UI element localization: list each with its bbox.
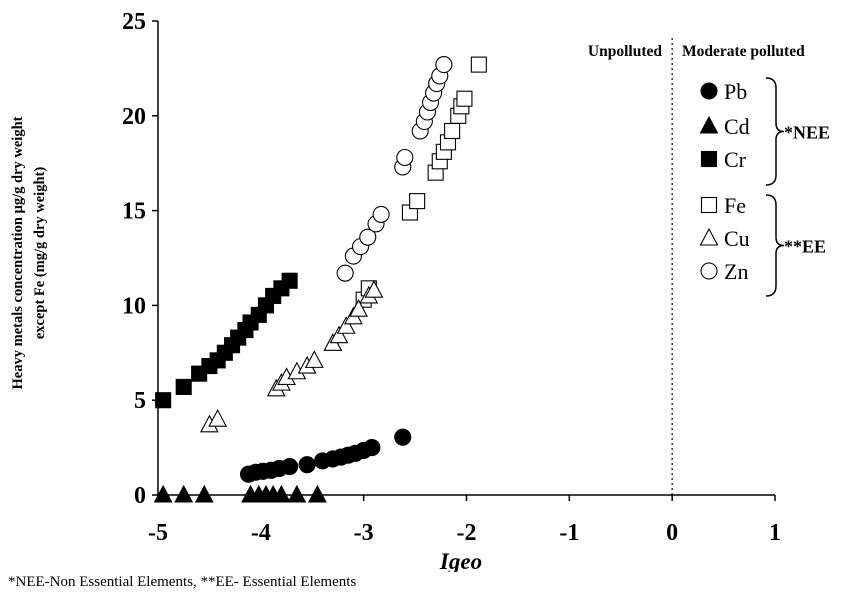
data-point-cu [336, 316, 356, 334]
series-cr [155, 272, 298, 409]
x-tick-label: -1 [559, 520, 579, 546]
y-tick-label: 10 [122, 293, 146, 319]
data-point-cu [208, 408, 228, 427]
y-tick-label: 25 [122, 9, 146, 35]
data-point-cd [194, 484, 214, 503]
y-axis-title-line1: Heavy metals concentration µg/g dry weig… [10, 116, 26, 389]
data-point-cd [174, 484, 194, 503]
legend-marker-zn [700, 262, 718, 280]
legend-marker-fe [700, 196, 718, 214]
legend-label-cr: Cr [724, 147, 747, 172]
legend-group-label: **EE [784, 237, 826, 257]
data-point-cd [153, 484, 173, 503]
x-tick-label: -4 [251, 520, 271, 546]
legend-label-zn: Zn [724, 259, 748, 284]
legend-marker-cd [699, 115, 719, 134]
x-tick-label: -3 [354, 520, 374, 546]
legend-brace [765, 194, 785, 297]
data-point-cd [287, 484, 307, 503]
y-tick-label: 0 [134, 483, 146, 509]
y-tick-label: 5 [134, 388, 146, 414]
series-cu [200, 280, 384, 433]
data-point-cd [307, 484, 327, 503]
legend-label-fe: Fe [724, 193, 746, 218]
data-point-cd [271, 484, 291, 503]
y-tick-label: 20 [122, 104, 146, 130]
data-point-fe [444, 122, 461, 140]
zone-label-unpolluted: Unpolluted [588, 43, 662, 60]
y-axis-title-line2: except Fe (mg/g dry weight) [32, 167, 48, 340]
data-point-pb [298, 456, 316, 474]
x-tick-label: -5 [148, 520, 168, 546]
series-pb [239, 428, 412, 483]
zone-label-moderate: Moderate polluted [682, 43, 805, 60]
data-point-fe [456, 90, 473, 107]
x-axis-title: Igeo [439, 549, 482, 572]
data-point-zn [435, 56, 453, 74]
legend-group-label: *NEE [784, 123, 830, 143]
data-point-cr [155, 392, 172, 409]
data-point-cu [304, 350, 324, 368]
legend: Pb Cd Cr Fe Cu Zn *NEE **EE [699, 77, 830, 297]
x-tick-label: -2 [457, 520, 477, 546]
legend-marker-cr [700, 150, 718, 168]
data-point-fe [409, 193, 426, 210]
data-point-cu [364, 280, 384, 298]
data-point-pb [281, 458, 299, 476]
data-point-cr [175, 378, 192, 395]
data-point-zn [336, 264, 354, 282]
legend-label-pb: Pb [724, 79, 747, 104]
y-tick-label: 15 [122, 199, 146, 225]
data-point-cr [281, 272, 298, 289]
legend-label-cd: Cd [724, 114, 750, 139]
series-fe [355, 56, 487, 308]
legend-marker-cu [699, 227, 719, 246]
data-point-cu [349, 299, 368, 317]
data-point-zn [396, 148, 414, 167]
x-tick-label: 0 [666, 520, 678, 546]
legend-brace [765, 77, 785, 186]
data-point-pb [394, 428, 412, 446]
x-tick-label: 1 [769, 520, 781, 546]
data-point-pb [363, 439, 381, 457]
legend-label-cu: Cu [724, 226, 750, 251]
data-point-zn [372, 205, 390, 223]
data-point-cu [329, 325, 349, 344]
data-marks [153, 56, 487, 503]
data-point-zn [359, 228, 377, 246]
series-cd [153, 484, 327, 503]
series-zn [336, 56, 453, 282]
legend-marker-pb [700, 82, 718, 100]
data-point-fe [470, 56, 487, 73]
footnote: *NEE-Non Essential Elements, **EE- Essen… [8, 574, 357, 590]
